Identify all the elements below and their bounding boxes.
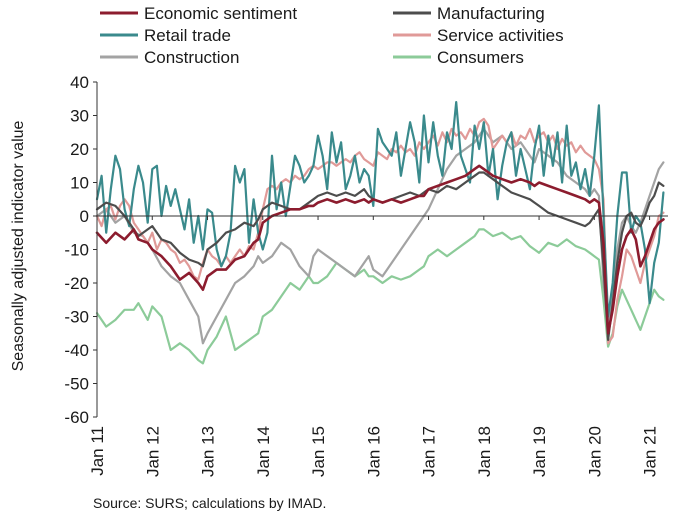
axes-layer: -60 -50 -40 -30 -20 -10 0 10 20 30 40 Jan 11 Jan 12 J… [64, 73, 668, 477]
x-tick-label: Jan 21 [641, 426, 660, 477]
y-tick-label: -10 [64, 241, 89, 260]
x-tick-label: Jan 11 [88, 426, 107, 476]
source-note: Source: SURS; calculations by IMAD. [93, 495, 326, 511]
legend: Economic sentiment Manufacturing Retail tr… [100, 4, 564, 67]
y-tick-label: 20 [70, 140, 89, 159]
series-line-construction [95, 127, 665, 345]
y-tick-label: 30 [70, 107, 89, 126]
series-layer [95, 100, 665, 365]
y-tick-label: -20 [64, 274, 89, 293]
x-tick-label: Jan 20 [585, 426, 604, 477]
y-tick-label: 40 [70, 73, 89, 92]
x-tick-label: Jan 15 [309, 426, 328, 477]
legend-label: Service activities [437, 26, 564, 45]
x-tick-label: Jan 18 [475, 426, 494, 477]
legend-label: Retail trade [144, 26, 231, 45]
legend-label: Consumers [437, 48, 524, 67]
y-tick-label: 10 [70, 174, 89, 193]
series-line-service-activities [95, 117, 665, 345]
series-line-consumers [95, 228, 665, 365]
x-tick-label: Jan 14 [254, 426, 273, 477]
y-axis-label: Seasonally adjusted indicator value [10, 120, 27, 371]
x-tick-label: Jan 16 [364, 426, 383, 477]
x-tick-label: Jan 12 [143, 426, 162, 477]
y-tick-label: -40 [64, 341, 89, 360]
series-line-retail-trade [95, 100, 665, 318]
y-tick-label: -60 [64, 408, 89, 427]
y-tick-label: 0 [80, 207, 89, 226]
y-tick-label: -50 [64, 375, 89, 394]
series-line-economic-sentiment [95, 164, 665, 335]
legend-label: Economic sentiment [144, 4, 297, 23]
x-tick-label: Jan 17 [420, 426, 439, 477]
y-tick-label: -30 [64, 308, 89, 327]
legend-label: Manufacturing [437, 4, 545, 23]
x-tick-label: Jan 19 [530, 426, 549, 477]
x-tick-label: Jan 13 [199, 426, 218, 477]
legend-label: Construction [144, 48, 239, 67]
